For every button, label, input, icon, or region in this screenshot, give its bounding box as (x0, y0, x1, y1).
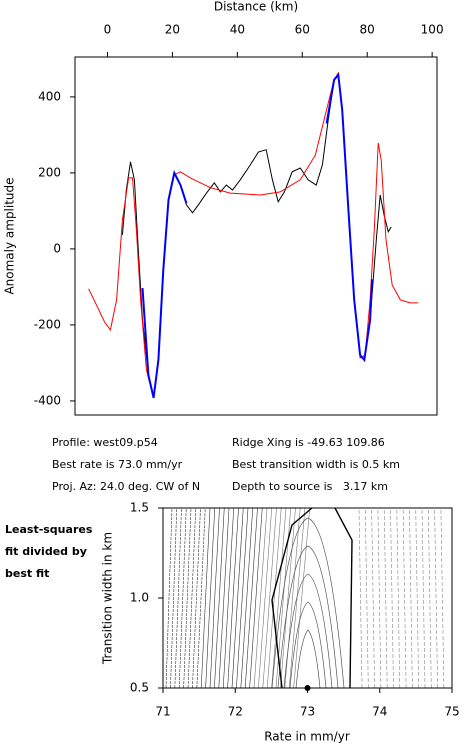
contour-line (178, 507, 187, 689)
x-tick-label: 40 (230, 23, 245, 37)
contour-line (236, 507, 249, 689)
plot-frame (162, 507, 453, 689)
x-tick-label: 60 (295, 23, 310, 37)
contour-line (205, 507, 216, 689)
contour-line (222, 507, 235, 689)
contour-line (170, 507, 178, 689)
info-text: Proj. Az: 24.0 deg. CW of N (52, 480, 200, 493)
contour-line (262, 507, 277, 689)
x-tick-label: 80 (360, 23, 375, 37)
contour-line (365, 507, 369, 689)
contour-line (383, 507, 388, 689)
contour-line (271, 507, 313, 689)
contour-line (214, 507, 225, 689)
y-tick-label: 1.5 (130, 501, 149, 515)
x-tick-label: 75 (444, 705, 459, 719)
contour-line (371, 507, 375, 689)
contour-line (165, 507, 173, 689)
annotation: Least-squares (5, 523, 93, 536)
contour-line (218, 507, 230, 689)
contour-line (196, 507, 206, 689)
y-tick-label: 400 (38, 89, 61, 103)
contour-line (283, 573, 333, 689)
contour-line (187, 507, 197, 689)
y-tick-label: -200 (34, 317, 61, 331)
contour-line (271, 517, 345, 689)
contour-line (421, 507, 426, 689)
x-tick-label: 20 (165, 23, 180, 37)
x-tick-label: 71 (155, 705, 170, 719)
info-text: Best transition width is 0.5 km (232, 458, 400, 471)
plot-frame (74, 56, 438, 416)
data-line (88, 71, 419, 399)
contour-line (428, 507, 432, 689)
y-tick-label: -400 (34, 393, 61, 407)
contour-line (295, 629, 321, 689)
x-tick-label: 73 (300, 705, 315, 719)
annotation: best fit (5, 567, 49, 580)
contour-line (396, 507, 401, 689)
contour-line (200, 507, 211, 689)
contour-line (288, 507, 306, 689)
contour-line (415, 507, 419, 689)
x-tick-label: 74 (372, 705, 387, 719)
contour-line (174, 507, 182, 689)
contour-line (280, 507, 296, 689)
contour-line (231, 507, 244, 689)
x-axis-title: Rate in mm/yr (264, 730, 350, 744)
info-text: Ridge Xing is -49.63 109.86 (232, 436, 385, 449)
contour-line (440, 507, 445, 689)
contour-line (334, 507, 353, 689)
contour-line (409, 507, 413, 689)
y-tick-label: 1.0 (130, 591, 149, 605)
x-tick-label: 100 (421, 23, 444, 37)
contour-line (183, 507, 192, 689)
data-line (141, 72, 374, 399)
y-axis-title: Anomaly amplitude (3, 177, 17, 294)
contour-line (271, 507, 287, 689)
info-text: Best rate is 73.0 mm/yr (52, 458, 183, 471)
contour-line (390, 507, 394, 689)
y-tick-label: 200 (38, 165, 61, 179)
contour-line (240, 507, 254, 689)
contour-line (266, 507, 282, 689)
x-axis-title: Distance (km) (214, 0, 298, 14)
contour-line (249, 507, 263, 689)
contour-line (244, 507, 258, 689)
contour-line (293, 507, 311, 689)
annotation: fit divided by (5, 545, 87, 558)
contour-line (227, 507, 239, 689)
y-axis-title: Transition width in km (101, 532, 115, 665)
info-text: Depth to source is 3.17 km (232, 480, 388, 493)
contour-line (434, 507, 438, 689)
contour-line (402, 507, 407, 689)
contour-line (258, 507, 273, 689)
contour-line (192, 507, 201, 689)
y-tick-label: 0 (53, 241, 61, 255)
contour-line (277, 545, 339, 689)
y-tick-label: 0.5 (130, 681, 149, 695)
x-tick-label: 72 (228, 705, 243, 719)
contour-line (377, 507, 382, 689)
contour-line (253, 507, 268, 689)
contour-line (358, 507, 363, 689)
x-tick-label: 0 (104, 23, 112, 37)
info-text: Profile: west09.p54 (52, 436, 158, 449)
contour-line (289, 601, 327, 689)
contour-line (209, 507, 220, 689)
